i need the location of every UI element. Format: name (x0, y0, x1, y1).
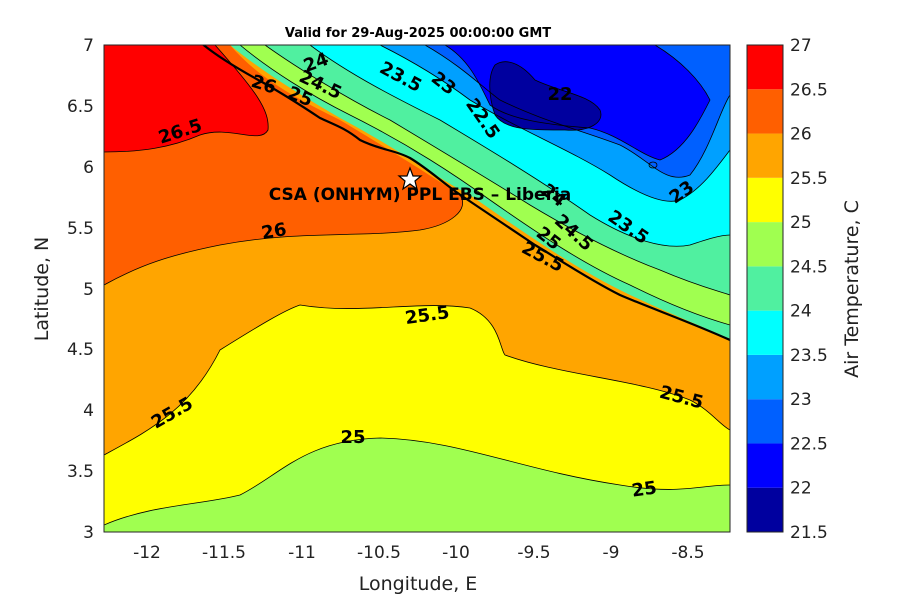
x-tick-label: -9 (603, 543, 620, 563)
colorbar-frame (746, 44, 784, 533)
contour-label: 22 (547, 84, 572, 105)
colorbar-band (747, 354, 783, 400)
colorbar-tick-label: 23.5 (790, 346, 828, 366)
colorbar-tick-label: 22.5 (790, 434, 828, 454)
colorbar-tick-label: 22 (790, 479, 812, 499)
plot-frame (103, 44, 731, 533)
band-21-5 (489, 61, 601, 131)
colorbar-band (747, 399, 783, 444)
plot-area (103, 44, 731, 533)
contour-label: 25 (340, 427, 365, 448)
colorbar-band (747, 222, 783, 267)
colorbar-tick-label: 24 (790, 302, 812, 322)
x-axis-label: Longitude, E (359, 573, 478, 595)
x-tick-label: -10.5 (357, 543, 401, 563)
colorbar-bands (747, 45, 783, 532)
x-tick-label: -9.5 (517, 543, 550, 563)
y-tick-label: 4 (83, 401, 94, 421)
site-label: CSA (ONHYM) PPL EBS – Liberia (269, 185, 572, 205)
colorbar-band (747, 443, 783, 488)
y-tick-label: 6 (83, 158, 94, 178)
y-tick-label: 5.5 (67, 219, 94, 239)
x-tick-label: -12 (133, 543, 161, 563)
colorbar-tick-label: 26.5 (790, 80, 828, 100)
colorbar-tick-label: 25 (790, 213, 812, 233)
colorbar-band (747, 310, 783, 355)
x-tick-label: -11 (288, 543, 316, 563)
colorbar-band (747, 45, 783, 90)
y-tick-label: 6.5 (67, 97, 94, 117)
y-tick-label: 3 (83, 523, 94, 543)
colorbar-band (747, 266, 783, 311)
colorbar-tick-label: 24.5 (790, 257, 828, 277)
site-marker: CSA (ONHYM) PPL EBS – Liberia (269, 166, 572, 205)
colorbar-band (747, 133, 783, 178)
x-axis: -12 -11.5 -11 -10.5 -10 -9.5 -9 -8.5 Lon… (133, 543, 704, 595)
colorbar: 21.5 22 22.5 23 23.5 24 24.5 25 25.5 26 26.5 27 Air… (746, 36, 863, 543)
colorbar-band (747, 177, 783, 223)
y-axis: 3 3.5 4 4.5 5 5.5 6 6.5 7 Latitude, N (31, 36, 94, 543)
x-tick-label: -8.5 (671, 543, 704, 563)
y-tick-label: 3.5 (67, 462, 94, 482)
chart-title: Valid for 29-Aug-2025 00:00:00 GMT (285, 26, 551, 41)
colorbar-tick-label: 26 (790, 125, 812, 145)
x-tick-label: -10 (442, 543, 470, 563)
colorbar-tick-label: 25.5 (790, 169, 828, 189)
colorbar-ticks: 21.5 22 22.5 23 23.5 24 24.5 25 25.5 26 26.5 27 (790, 36, 828, 543)
y-tick-label: 4.5 (67, 340, 94, 360)
colorbar-tick-label: 27 (790, 36, 812, 56)
band-26-5 (104, 45, 269, 152)
colorbar-tick-label: 21.5 (790, 523, 828, 543)
contour-lines (104, 45, 730, 526)
y-tick-label: 7 (83, 36, 94, 56)
coastline (201, 45, 730, 342)
contour-label: 26 (260, 219, 288, 244)
colorbar-label: Air Temperature, C (841, 200, 863, 378)
colorbar-band (747, 487, 783, 532)
colorbar-tick-label: 23 (790, 390, 812, 410)
contour-label: 25 (630, 477, 658, 501)
y-tick-label: 5 (83, 280, 94, 300)
x-tick-label: -11.5 (202, 543, 246, 563)
colorbar-band (747, 89, 783, 134)
star-icon (397, 166, 423, 191)
y-axis-label: Latitude, N (31, 237, 53, 342)
